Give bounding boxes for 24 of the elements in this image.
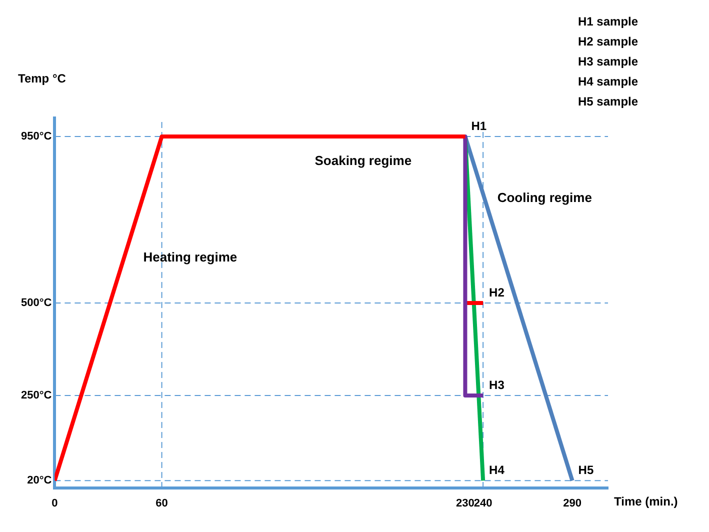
x-tick-label: 60 [156,498,168,510]
y-tick-label: 500°C [20,297,52,310]
text: H2 sample [578,34,638,48]
annotation: Heating regime [143,249,238,264]
x-tick-label: 290 [563,498,582,510]
annotation: H3 [489,378,505,392]
x-tick-label: 0 [52,498,58,510]
text: H5 sample [578,94,638,108]
y-tick-label: 950°C [20,130,52,143]
y-tick-label: 250°C [20,390,52,402]
text: H1 sample [578,14,638,28]
annotation: Soaking regime [314,153,412,168]
x-tick-label: 230 [456,498,474,510]
annotation: Cooling regime [497,190,592,206]
annotation: H1 [471,118,487,133]
x-axis-title: Time (min.) [614,494,678,508]
annotation: H4 [489,462,505,477]
x-tick-label: 240 [474,498,492,510]
text: H4 sample [578,74,638,88]
text: H3 sample [578,54,638,68]
y-axis-title: Temp °C [18,71,66,86]
annotation: H2 [489,285,505,300]
annotation: H5 [578,462,594,477]
y-tick-label: 20°C [27,474,52,487]
